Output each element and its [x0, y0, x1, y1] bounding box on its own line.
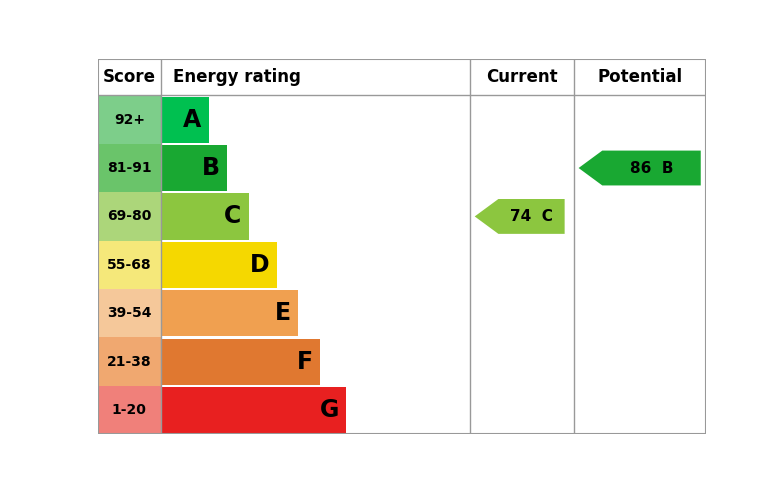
Bar [161, 339, 320, 385]
Bar [98, 95, 161, 144]
Text: 1-20: 1-20 [112, 403, 147, 417]
Text: A: A [183, 107, 201, 132]
Text: Potential: Potential [597, 68, 682, 86]
Bar [98, 192, 161, 241]
Text: 39-54: 39-54 [107, 306, 151, 320]
Text: G: G [319, 398, 339, 422]
Bar [161, 145, 227, 191]
Text: E: E [274, 301, 291, 325]
Bar [161, 97, 209, 142]
Text: 55-68: 55-68 [107, 258, 151, 272]
Text: 92+: 92+ [114, 113, 145, 126]
Polygon shape [474, 199, 564, 234]
Bar [98, 144, 161, 192]
Text: 21-38: 21-38 [107, 355, 151, 369]
Bar [161, 387, 347, 433]
Bar [161, 290, 298, 336]
Text: C: C [224, 204, 241, 228]
Bar [161, 242, 277, 288]
Text: 74  C: 74 C [510, 209, 553, 224]
Text: 69-80: 69-80 [107, 209, 151, 224]
Bar [98, 289, 161, 338]
Bar [98, 241, 161, 289]
Text: B: B [201, 156, 220, 180]
Text: F: F [296, 350, 313, 374]
Text: D: D [249, 253, 269, 277]
Text: Current: Current [486, 68, 557, 86]
Polygon shape [579, 151, 701, 185]
Text: 81-91: 81-91 [107, 161, 151, 175]
Text: Score: Score [103, 68, 156, 86]
Text: 86  B: 86 B [630, 161, 673, 176]
Bar [161, 193, 249, 240]
Text: Energy rating: Energy rating [172, 68, 300, 86]
Bar [98, 338, 161, 386]
Bar [98, 386, 161, 434]
